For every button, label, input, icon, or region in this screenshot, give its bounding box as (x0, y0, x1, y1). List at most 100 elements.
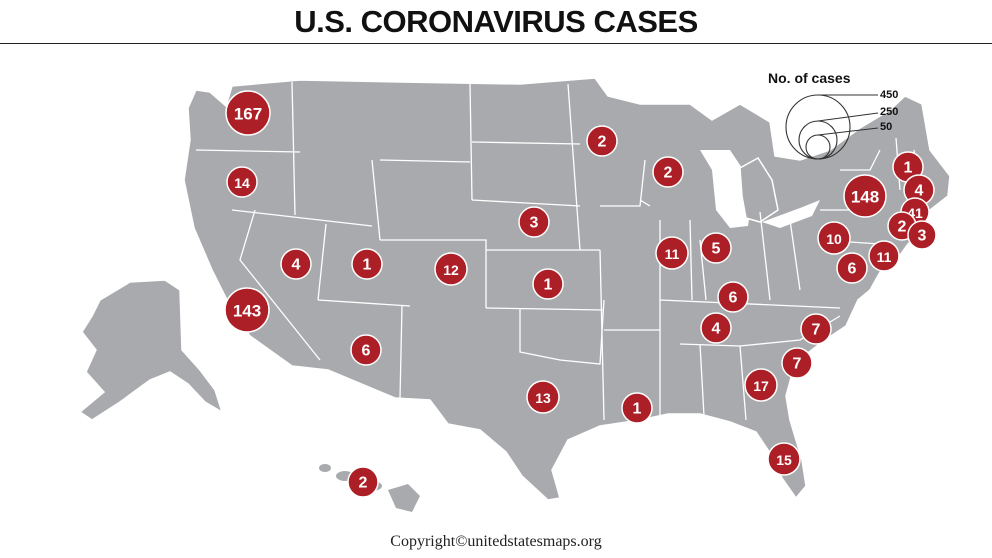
case-count-connecticut: 2 (898, 219, 907, 236)
case-count-utah: 1 (363, 257, 372, 274)
case-bubble-texas: 13 (526, 380, 560, 414)
case-circle-washington (225, 90, 271, 136)
case-bubble-nebraska: 3 (518, 206, 550, 238)
case-count-kentucky: 6 (729, 290, 738, 307)
case-circle-illinois (655, 236, 689, 270)
case-count-rhode-island: 3 (918, 228, 927, 245)
case-bubble-hawaii: 2 (347, 466, 379, 498)
case-bubble-pennsylvania: 10 (817, 221, 851, 255)
case-bubble-south-carolina: 7 (781, 347, 813, 379)
state-borders (195, 81, 921, 421)
case-circle-south-carolina (781, 347, 813, 379)
case-count-texas: 13 (535, 390, 551, 406)
great-lakes-gap (700, 150, 752, 228)
case-bubble-nevada: 4 (280, 248, 312, 280)
case-count-nebraska: 3 (530, 215, 539, 232)
case-bubble-colorado: 12 (434, 252, 468, 286)
case-count-georgia: 17 (753, 378, 769, 394)
case-circle-nebraska (518, 206, 550, 238)
case-count-indiana: 5 (712, 241, 721, 258)
case-circle-oregon (226, 166, 258, 198)
case-count-nevada: 4 (292, 257, 301, 274)
case-circle-utah (351, 248, 383, 280)
case-count-florida: 15 (776, 452, 792, 468)
case-bubble-florida: 15 (767, 442, 801, 476)
case-circle-hawaii (347, 466, 379, 498)
case-count-new-hampshire: 4 (915, 183, 924, 200)
case-count-hawaii: 2 (359, 475, 368, 492)
case-circle-kansas (532, 268, 564, 300)
legend-label-450: 450 (880, 89, 899, 101)
case-count-new-york: 148 (851, 188, 879, 207)
legend-label-50: 50 (880, 121, 893, 133)
legend-circles (785, 94, 851, 160)
case-circle-louisiana (621, 392, 653, 424)
title-divider (0, 43, 992, 44)
case-count-arizona: 6 (362, 343, 371, 360)
case-circle-north-carolina (800, 313, 832, 345)
case-circle-new-jersey (868, 240, 900, 272)
case-circle-minnesota (586, 125, 618, 157)
case-bubble-new-jersey: 11 (868, 240, 900, 272)
case-circle-rhode-island (907, 220, 937, 250)
case-bubble-oregon: 14 (226, 166, 258, 198)
case-bubble-california: 143 (224, 287, 270, 333)
case-bubble-louisiana: 1 (621, 392, 653, 424)
case-circle-indiana (700, 232, 732, 264)
case-circle-california (224, 287, 270, 333)
case-count-tennessee: 4 (712, 321, 721, 338)
case-bubble-kansas: 1 (532, 268, 564, 300)
case-circle-arizona (350, 334, 382, 366)
contiguous-us-shape (183, 77, 951, 501)
case-circle-pennsylvania (817, 221, 851, 255)
case-bubble-kentucky: 6 (717, 281, 749, 313)
legend-label-250: 250 (880, 106, 899, 118)
case-count-north-carolina: 7 (812, 322, 821, 339)
case-bubble-minnesota: 2 (586, 125, 618, 157)
case-circle-georgia (744, 368, 778, 402)
case-circle-wisconsin (652, 156, 684, 188)
case-circle-nevada (280, 248, 312, 280)
case-circle-texas (526, 380, 560, 414)
case-count-wisconsin: 2 (664, 165, 673, 182)
case-circle-tennessee (700, 312, 732, 344)
case-bubble-rhode-island: 3 (907, 220, 937, 250)
legend-leader-lines (817, 94, 879, 136)
case-bubble-maryland: 6 (836, 252, 868, 284)
case-count-new-jersey: 11 (877, 249, 892, 265)
case-count-oregon: 14 (234, 175, 250, 191)
case-bubble-tennessee: 4 (700, 312, 732, 344)
case-count-colorado: 12 (443, 262, 459, 278)
case-bubble-utah: 1 (351, 248, 383, 280)
case-count-vermont: 1 (904, 160, 913, 177)
alaska-shape (78, 279, 224, 421)
case-circle-kentucky (717, 281, 749, 313)
case-circle-colorado (434, 252, 468, 286)
case-count-pennsylvania: 10 (826, 231, 842, 247)
michigan-lower-peninsula (739, 157, 779, 223)
case-bubble-wisconsin: 2 (652, 156, 684, 188)
case-count-california: 143 (233, 302, 261, 321)
case-count-maryland: 6 (848, 261, 857, 278)
case-circle-maryland (836, 252, 868, 284)
case-bubble-indiana: 5 (700, 232, 732, 264)
case-count-kansas: 1 (544, 277, 553, 294)
case-bubble-arizona: 6 (350, 334, 382, 366)
case-count-illinois: 11 (665, 246, 680, 262)
case-count-south-carolina: 7 (793, 356, 802, 373)
case-bubble-new-york: 148 (843, 174, 887, 218)
page-title: U.S. CORONAVIRUS CASES (294, 4, 698, 39)
case-circle-new-york (843, 174, 887, 218)
case-circle-florida (767, 442, 801, 476)
case-count-washington: 167 (234, 105, 262, 124)
case-bubble-georgia: 17 (744, 368, 778, 402)
case-count-louisiana: 1 (633, 401, 642, 418)
copyright-text: Copyright©unitedstatesmaps.org (390, 533, 602, 550)
lake-erie-gap (762, 200, 820, 228)
legend-title: No. of cases (768, 70, 851, 86)
case-bubble-illinois: 11 (655, 236, 689, 270)
case-count-minnesota: 2 (598, 134, 607, 151)
case-bubble-washington: 167 (225, 90, 271, 136)
